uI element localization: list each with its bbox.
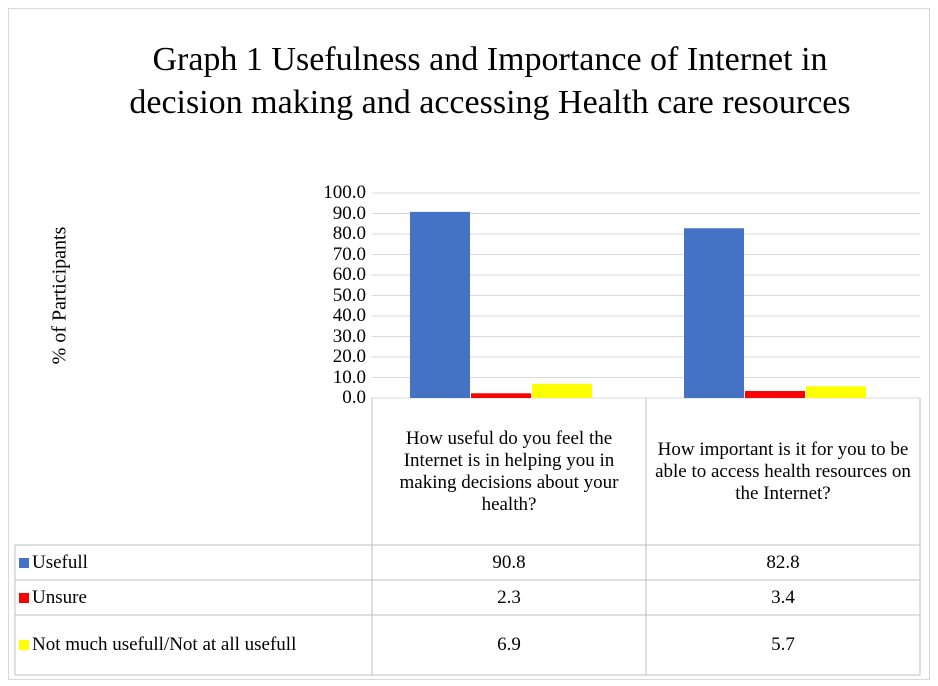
y-tick-label: 50.0: [332, 284, 366, 306]
bar: [532, 383, 592, 398]
bar: [684, 228, 744, 398]
legend-label: Not much usefull/Not at all usefull: [32, 634, 297, 655]
y-tick-label: 10.0: [332, 366, 366, 388]
y-tick-label: 70.0: [332, 243, 366, 265]
legend-entry: Not much usefull/Not at all usefull: [15, 615, 372, 675]
y-tick-label: 20.0: [332, 346, 366, 367]
legend-entry: Usefull: [15, 545, 372, 580]
legend-key: [19, 557, 29, 568]
table-value: 90.8: [492, 551, 526, 573]
chart-border: [8, 8, 930, 680]
y-tick-label: 80.0: [332, 223, 366, 244]
category-label: How important is it for you to be able t…: [655, 438, 911, 504]
bar: [806, 386, 866, 398]
y-tick-label: 60.0: [332, 264, 366, 285]
legend-entry: Unsure: [15, 580, 372, 615]
legend-key: [19, 640, 29, 650]
legend-label: Unsure: [32, 586, 87, 608]
legend-label: Usefull: [32, 551, 88, 573]
category-label: How useful do you feel the Internet is i…: [399, 427, 619, 515]
table-value: 2.3: [497, 586, 521, 608]
y-tick-label: 40.0: [332, 305, 366, 326]
chart-title: Graph 1 Usefulness and Importance of Int…: [129, 41, 851, 121]
y-tick-label: 0.0: [342, 387, 366, 408]
table-value: 6.9: [497, 634, 521, 655]
y-tick-label: 30.0: [332, 325, 366, 347]
bar: [410, 211, 470, 398]
table-value: 82.8: [766, 551, 800, 573]
y-axis-label: % of Participants: [48, 226, 71, 365]
legend-key: [19, 592, 29, 603]
y-tick-label: 90.0: [332, 202, 366, 224]
table-value: 5.7: [771, 634, 795, 655]
bar: [471, 393, 531, 398]
bar: [745, 391, 805, 398]
y-tick-label: 100.0: [323, 182, 366, 203]
table-value: 3.4: [771, 586, 795, 608]
